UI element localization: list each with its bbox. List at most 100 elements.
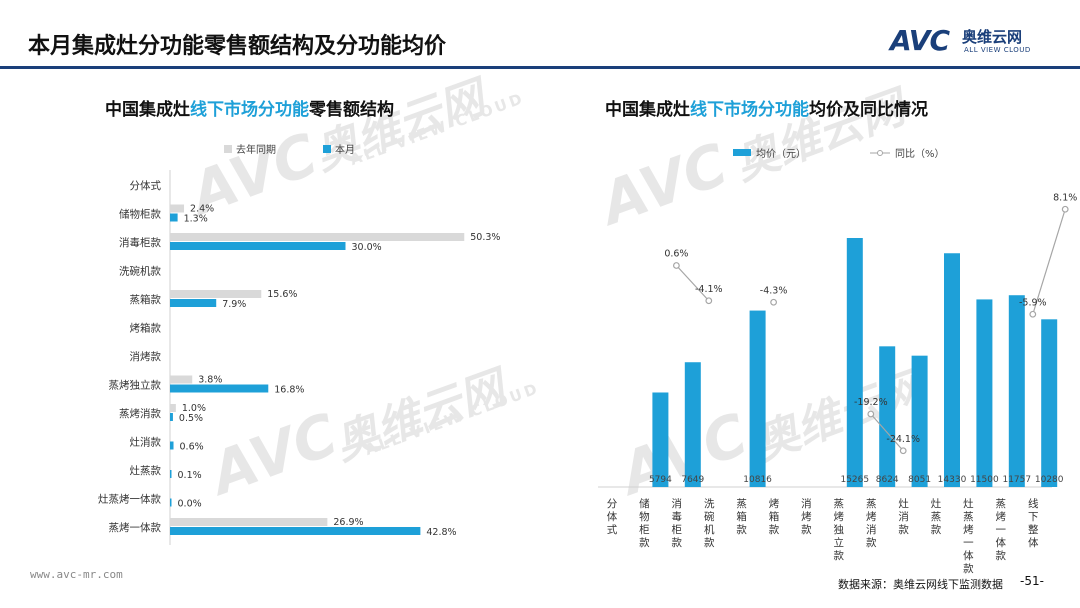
yoy-marker (899, 447, 907, 455)
right-category-label: 蒸 (931, 511, 942, 523)
legend-label-last-year: 去年同期 (236, 143, 276, 156)
legend-swatch-last-year (224, 145, 232, 153)
bar-label-average-price: 8051 (908, 475, 931, 485)
bar-average-price (1008, 295, 1025, 487)
bar-this-month (170, 242, 346, 250)
right-category-label: 蒸 (834, 498, 845, 510)
left-category-label: 分体式 (130, 179, 162, 192)
right-category-label: 体 (607, 511, 618, 523)
page-title: 本月集成灶分功能零售额结构及分功能均价 (28, 34, 447, 59)
left-chart-title-highlight: 线下市场分功能 (190, 100, 309, 120)
legend-label-this-month: 本月 (335, 143, 355, 156)
bar-label-last-year: 50.3% (470, 232, 500, 243)
right-category-label: 款 (866, 536, 877, 549)
legend-marker-yoy (877, 150, 883, 156)
right-category-label: 消 (672, 497, 683, 510)
left-category-label: 蒸烤独立款 (109, 379, 162, 392)
bar-average-price (684, 362, 701, 487)
yoy-marker (1029, 310, 1037, 318)
yoy-line-segment (1032, 209, 1066, 315)
bar-average-price (976, 299, 993, 487)
right-category-label: 一 (963, 537, 974, 549)
legend-label-yoy: 同比（%） (895, 148, 945, 160)
yoy-data-label: -19.2% (854, 397, 888, 408)
yoy-marker (673, 262, 680, 269)
yoy-data-label: -4.1% (695, 284, 723, 295)
bar-label-average-price: 7649 (681, 475, 704, 485)
bar-this-month (170, 299, 217, 307)
right-category-label: 款 (672, 536, 683, 549)
right-chart-title: 中国集成灶线下市场分功能均价及同比情况 (605, 95, 928, 120)
page-number: -51- (1020, 574, 1044, 588)
bar-this-month (170, 413, 173, 421)
yoy-data-label: 8.1% (1053, 192, 1077, 203)
right-category-label: 烤 (769, 497, 780, 510)
bar-last-year (170, 204, 185, 213)
bar-average-price (749, 310, 766, 487)
left-category-label: 灶消款 (130, 436, 162, 449)
right-category-label: 体 (963, 550, 974, 562)
right-category-label: 储 (639, 497, 650, 510)
bar-last-year (170, 375, 193, 384)
bar-average-price (652, 392, 669, 487)
right-category-label: 消 (866, 523, 877, 536)
left-category-label: 消烤款 (130, 350, 162, 363)
bar-average-price (911, 355, 928, 487)
left-category-label: 蒸烤一体款 (109, 521, 162, 534)
right-category-label: 毒 (672, 510, 683, 523)
right-category-label: 款 (834, 549, 845, 562)
right-category-label: 灶 (898, 497, 909, 510)
bar-average-price (846, 238, 863, 487)
avc-logo: AVC 奥维云网 ALL VIEW CLOUD (890, 24, 1060, 58)
bar-label-average-price: 11500 (970, 475, 999, 485)
bar-average-price (879, 346, 896, 487)
right-category-label: 体 (1028, 537, 1039, 549)
right-category-label: 款 (931, 523, 942, 536)
right-category-label: 式 (607, 523, 618, 536)
right-category-label: 机 (704, 523, 715, 536)
right-chart-title-highlight: 线下市场分功能 (690, 100, 809, 120)
bar-this-month (170, 441, 174, 450)
logo-mark: AVC (890, 24, 950, 57)
right-category-label: 消 (801, 497, 812, 510)
bar-label-last-year: 1.0% (182, 403, 206, 414)
bar-average-price (1041, 319, 1058, 487)
bar-label-average-price: 15265 (840, 475, 869, 485)
right-category-label: 洗 (704, 498, 715, 510)
yoy-data-label: 0.6% (664, 249, 688, 260)
bar-last-year (170, 404, 176, 412)
right-category-label: 消 (898, 510, 909, 523)
bar-this-month (170, 470, 172, 478)
yoy-marker (1061, 205, 1069, 213)
right-category-label: 箱 (769, 510, 780, 523)
bar-last-year (170, 518, 328, 526)
right-category-label: 整 (1028, 523, 1039, 536)
right-category-label: 立 (834, 536, 845, 549)
right-category-label: 款 (898, 523, 909, 536)
yoy-data-label: -4.3% (760, 285, 788, 296)
bar-label-this-month: 30.0% (352, 242, 382, 253)
left-chart-title-suffix: 零售额结构 (309, 100, 394, 120)
yoy-marker (770, 298, 777, 306)
bar-last-year (170, 233, 465, 241)
left-chart-title: 中国集成灶线下市场分功能零售额结构 (105, 95, 394, 120)
bar-average-price (944, 253, 960, 487)
right-category-label: 款 (639, 536, 650, 549)
logo-en: ALL VIEW CLOUD (964, 46, 1031, 54)
right-category-label: 蒸 (963, 511, 974, 523)
right-category-label: 烤 (963, 523, 974, 536)
bar-label-this-month: 16.8% (274, 385, 304, 396)
yoy-marker (867, 410, 875, 418)
right-category-label: 碗 (704, 510, 715, 523)
right-category-label: 体 (996, 537, 1007, 549)
bar-label-last-year: 15.6% (267, 289, 297, 300)
right-category-label: 灶 (931, 497, 942, 510)
logo-cn: 奥维云网 (962, 28, 1023, 46)
footer-source: 数据来源：奥维云网线下监测数据 (838, 578, 1003, 591)
right-category-label: 物 (639, 510, 650, 523)
yoy-data-label: -24.1% (886, 434, 920, 445)
bar-label-average-price: 10816 (743, 475, 772, 485)
right-category-label: 款 (704, 536, 715, 549)
bar-label-last-year: 3.8% (198, 375, 222, 386)
bar-label-this-month: 7.9% (222, 299, 246, 310)
